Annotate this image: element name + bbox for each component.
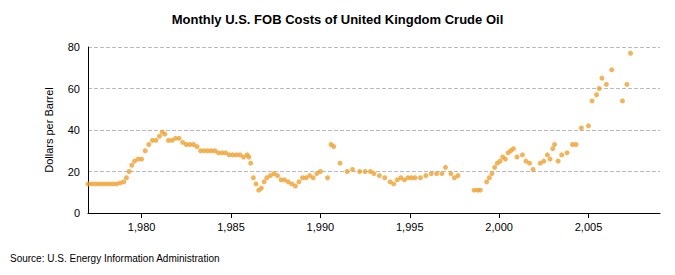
- svg-text:Source: U.S. Energy Informatio: Source: U.S. Energy Information Administ…: [10, 253, 220, 264]
- svg-text:2,005: 2,005: [575, 221, 603, 233]
- svg-text:40: 40: [68, 124, 80, 136]
- svg-text:Monthly U.S. FOB Costs of Unit: Monthly U.S. FOB Costs of United Kingdom…: [172, 12, 504, 27]
- svg-text:2,000: 2,000: [485, 221, 513, 233]
- svg-text:0: 0: [74, 207, 80, 219]
- svg-text:1,980: 1,980: [128, 221, 156, 233]
- svg-text:Dollars per Barrel: Dollars per Barrel: [43, 87, 55, 173]
- svg-text:1,985: 1,985: [217, 221, 245, 233]
- svg-text:80: 80: [68, 41, 80, 53]
- svg-text:60: 60: [68, 83, 80, 95]
- svg-text:20: 20: [68, 166, 80, 178]
- svg-text:1,995: 1,995: [396, 221, 424, 233]
- svg-text:1,990: 1,990: [307, 221, 335, 233]
